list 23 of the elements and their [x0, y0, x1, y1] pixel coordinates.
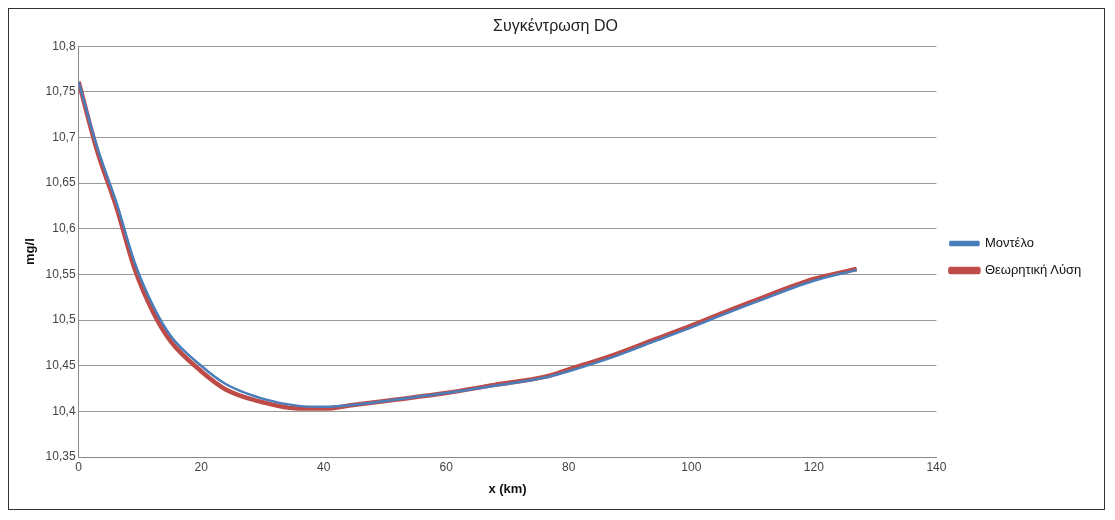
x-axis-title: x (km): [488, 480, 527, 496]
legend-label: Μοντέλο: [984, 235, 1034, 251]
x-tick-label: 60: [439, 459, 454, 474]
x-tick-label: 140: [926, 459, 947, 474]
x-tick-label: 40: [317, 459, 331, 474]
y-tick-label: 10,7: [52, 129, 76, 144]
y-tick-label: 10,55: [45, 266, 76, 281]
y-tick-label: 10,75: [45, 84, 76, 99]
y-axis-title: mg/l: [22, 238, 38, 265]
x-tick-label: 20: [194, 459, 209, 474]
y-tick-label: 10,65: [45, 175, 76, 190]
y-tick-label: 10,8: [52, 38, 76, 53]
y-tick-label: 10,5: [52, 312, 76, 327]
y-tick-label: 10,6: [52, 221, 76, 236]
x-tick-label: 80: [562, 459, 576, 474]
x-tick-label: 120: [803, 459, 825, 474]
chart-title: Συγκέντρωση DO: [493, 17, 618, 35]
x-tick-label: 0: [75, 459, 83, 474]
y-tick-label: 10,45: [45, 358, 76, 373]
legend-label: Θεωρητική Λύση: [984, 262, 1082, 278]
x-tick-label: 100: [681, 459, 702, 474]
y-tick-label: 10,35: [45, 449, 76, 464]
y-tick-label: 10,4: [52, 403, 76, 418]
